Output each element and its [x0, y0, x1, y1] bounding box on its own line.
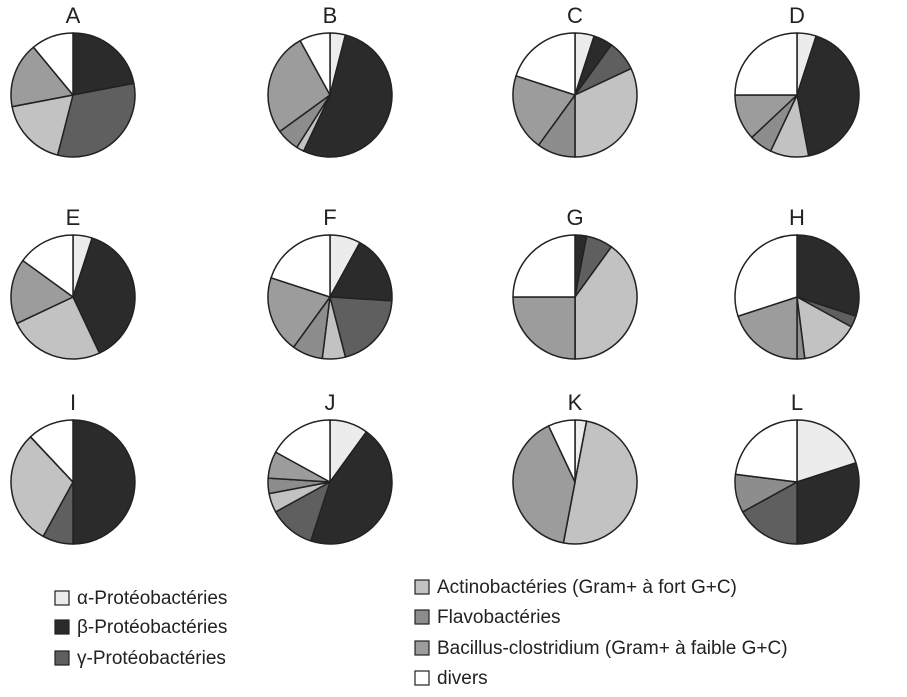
pie-slice [574, 67, 638, 158]
legend-swatch [414, 609, 430, 625]
legend-label: γ-Protéobactéries [77, 648, 226, 669]
pie-title: C [567, 3, 583, 28]
pie-slice [796, 296, 853, 360]
pie-slice [10, 46, 74, 108]
pie-slice [734, 419, 798, 483]
pie-slice [562, 420, 638, 545]
pie-slice [547, 419, 576, 483]
pie-slice [270, 234, 331, 298]
pie-slice [267, 39, 331, 133]
legend-swatch [54, 619, 70, 635]
pie-slice [22, 234, 74, 298]
pie-title: K [568, 390, 583, 415]
legend-swatch [54, 590, 70, 606]
pie-slice [796, 234, 860, 317]
pie-slice [72, 419, 136, 545]
pie-slice [274, 419, 331, 483]
pie-slice [512, 234, 576, 298]
pie-slice [796, 35, 860, 157]
pie-title: A [66, 3, 81, 28]
pie-title: B [323, 3, 338, 28]
pie-title: D [789, 3, 805, 28]
pie-slice [329, 241, 393, 302]
pie-title: J [325, 390, 336, 415]
legend-label: Bacillus-clostridium (Gram+ à faible G+C… [437, 638, 788, 659]
pie-slice [56, 82, 136, 158]
pie-slice [741, 481, 798, 545]
pie-slice [796, 419, 857, 483]
legend-label: Flavobactéries [437, 607, 561, 628]
pie-slice [10, 436, 74, 538]
pie-slice [299, 32, 331, 96]
pie-slice [512, 75, 576, 146]
pie-title: L [791, 390, 803, 415]
pie-slice [329, 296, 393, 358]
pie-title: I [70, 390, 76, 415]
pie-slice [72, 237, 136, 354]
legend-swatch [414, 640, 430, 656]
pie-slice [29, 419, 74, 483]
pie-slice [10, 259, 74, 325]
legend-label: α-Protéobactéries [77, 588, 227, 609]
pie-slice [267, 277, 331, 348]
pie-title: H [789, 205, 805, 230]
pie-title: G [566, 205, 583, 230]
pie-slice [515, 32, 576, 96]
legend-label: Actinobactéries (Gram+ à fort G+C) [437, 577, 737, 598]
pie-slice [302, 34, 393, 158]
legend-label: divers [437, 668, 488, 689]
pie-slice [796, 462, 860, 545]
pie-slice [734, 32, 798, 96]
legend-swatch [54, 650, 70, 666]
pie-slice [11, 94, 74, 156]
legend-label: β-Protéobactéries [77, 617, 227, 638]
pie-slice [512, 425, 576, 544]
pie-slice [512, 296, 576, 360]
pie-title: F [323, 205, 336, 230]
pie-title: E [66, 205, 81, 230]
pie-slice [32, 32, 74, 96]
pie-slice [574, 246, 638, 360]
pie-slice [16, 296, 101, 360]
pie-slice [734, 234, 798, 317]
legend-swatch [414, 579, 430, 595]
legend-swatch [414, 670, 430, 686]
pie-slice [737, 296, 798, 360]
pie-slice [72, 32, 135, 96]
pie-slice [310, 431, 393, 545]
